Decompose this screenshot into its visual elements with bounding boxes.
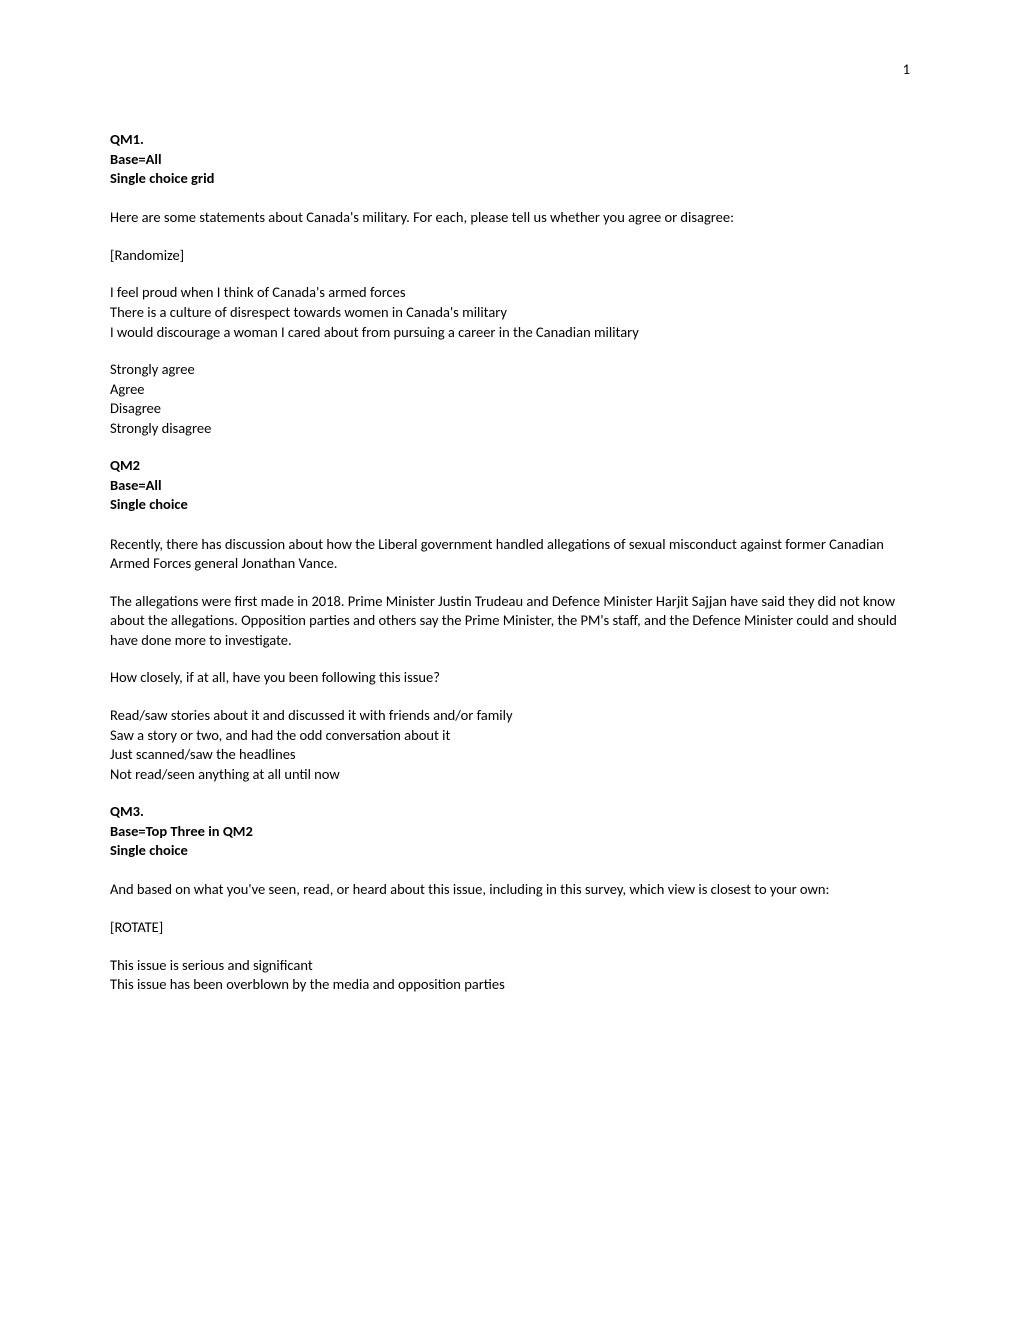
qm1-statement: There is a culture of disrespect towards… <box>110 303 910 323</box>
document-page: 1 QM1. Base=All Single choice grid Here … <box>0 0 1020 1320</box>
qm1-statement: I would discourage a woman I cared about… <box>110 323 910 343</box>
qm2-option: Read/saw stories about it and discussed … <box>110 706 910 726</box>
qm1-randomize: [Randomize] <box>110 246 910 266</box>
qm1-base: Base=All <box>110 150 910 170</box>
page-number: 1 <box>903 60 910 80</box>
qm3-base: Base=Top Three in QM2 <box>110 822 910 842</box>
qm1-scale-item: Strongly disagree <box>110 419 910 439</box>
qm1-intro: Here are some statements about Canada's … <box>110 208 910 228</box>
qm1-scale: Strongly agree Agree Disagree Strongly d… <box>110 360 910 438</box>
qm1-statements: I feel proud when I think of Canada's ar… <box>110 283 910 342</box>
qm2-id: QM2 <box>110 456 910 476</box>
qm2-option: Just scanned/saw the headlines <box>110 745 910 765</box>
qm1-statement: I feel proud when I think of Canada's ar… <box>110 283 910 303</box>
qm2-type: Single choice <box>110 495 910 515</box>
qm2-options: Read/saw stories about it and discussed … <box>110 706 910 784</box>
qm2-option: Not read/seen anything at all until now <box>110 765 910 785</box>
qm2-base: Base=All <box>110 476 910 496</box>
qm3-type: Single choice <box>110 841 910 861</box>
qm1-scale-item: Strongly agree <box>110 360 910 380</box>
qm1-scale-item: Agree <box>110 380 910 400</box>
qm1-scale-item: Disagree <box>110 399 910 419</box>
qm2-question: How closely, if at all, have you been fo… <box>110 668 910 688</box>
qm2-para2: The allegations were first made in 2018.… <box>110 592 910 651</box>
qm1-header: QM1. Base=All Single choice grid <box>110 130 910 189</box>
qm3-option: This issue is serious and significant <box>110 956 910 976</box>
qm3-rotate: [ROTATE] <box>110 918 910 938</box>
qm2-header: QM2 Base=All Single choice <box>110 456 910 515</box>
qm2-option: Saw a story or two, and had the odd conv… <box>110 726 910 746</box>
qm1-id: QM1. <box>110 130 910 150</box>
qm3-question: And based on what you've seen, read, or … <box>110 880 910 900</box>
qm3-options: This issue is serious and significant Th… <box>110 956 910 995</box>
qm3-header: QM3. Base=Top Three in QM2 Single choice <box>110 802 910 861</box>
qm2-para1: Recently, there has discussion about how… <box>110 535 910 574</box>
qm1-type: Single choice grid <box>110 169 910 189</box>
qm3-option: This issue has been overblown by the med… <box>110 975 910 995</box>
qm3-id: QM3. <box>110 802 910 822</box>
